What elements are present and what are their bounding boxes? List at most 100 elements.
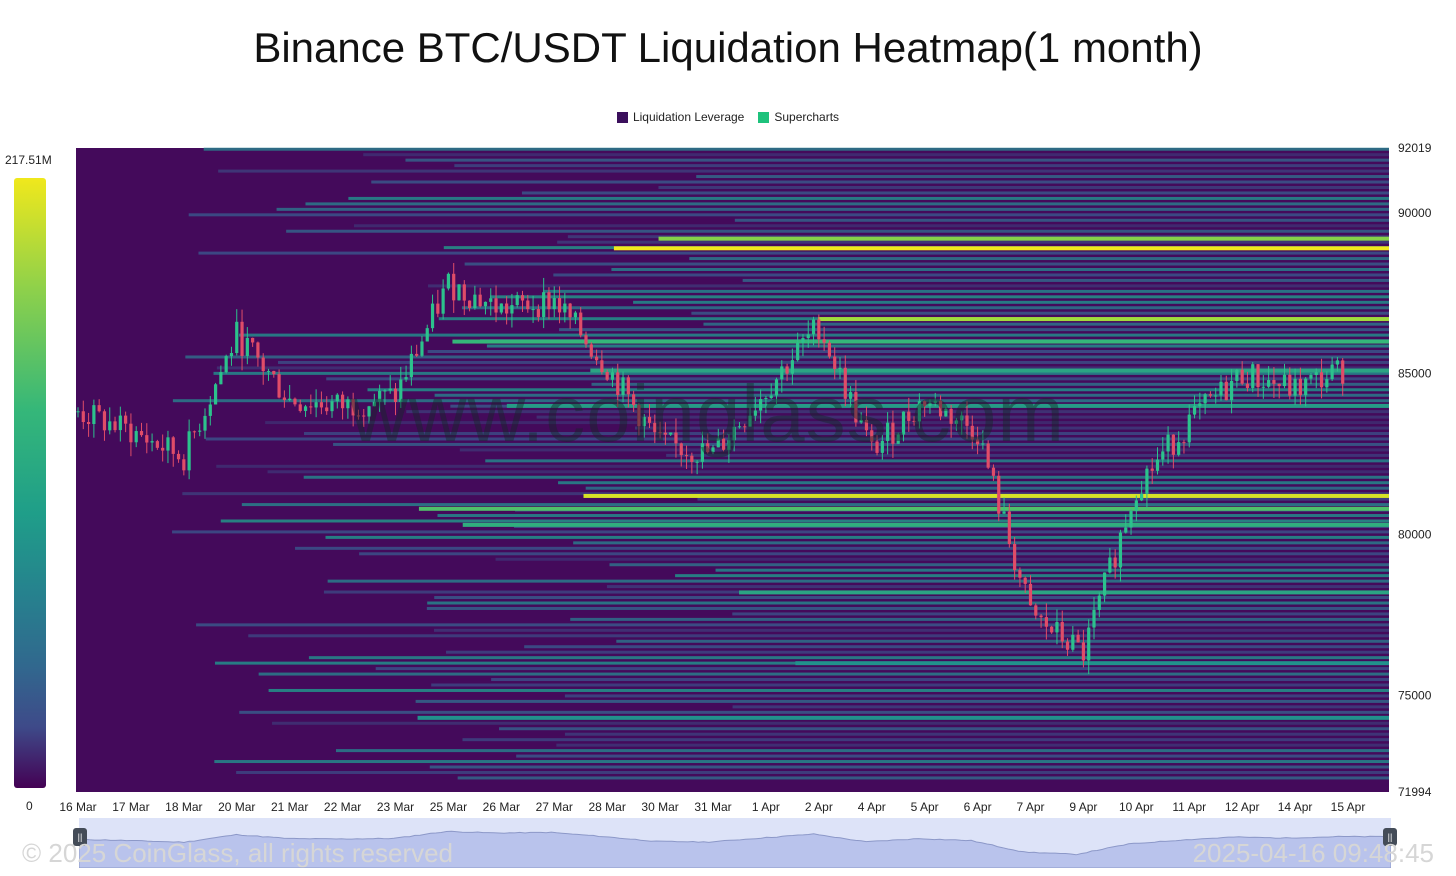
y-tick-label: 75000 [1398, 688, 1432, 702]
candle-body [975, 439, 980, 445]
candle-body [933, 400, 937, 403]
legend-item-supercharts[interactable]: Supercharts [758, 110, 839, 124]
candle-body [642, 416, 646, 427]
candle-body [859, 419, 863, 423]
slider-handle-right[interactable]: || [1383, 828, 1397, 846]
candle-body [690, 455, 694, 462]
colorbar[interactable] [14, 178, 46, 788]
candle-body [923, 401, 927, 406]
heatmap-chart[interactable]: 16 Mar 17 Mar 18 Mar 20 Mar 21 Mar 22 Mar 23 M… [0, 0, 1456, 820]
liquidation-band [633, 300, 1389, 304]
liquidation-band [434, 393, 1389, 397]
x-tick-label: 21 Mar [271, 800, 308, 814]
liquidation-band [609, 563, 1389, 567]
liquidation-band [429, 765, 1390, 769]
candle-body [1166, 434, 1170, 452]
liquidation-band-strong [583, 493, 1389, 498]
candle-body [288, 398, 292, 401]
candle-body [229, 352, 234, 357]
candle-body [1235, 369, 1239, 381]
candle-body [753, 410, 757, 416]
candle-body [674, 432, 678, 444]
candle-body [378, 390, 382, 402]
liquidation-band-strong [462, 522, 1389, 527]
candle-body [711, 447, 715, 453]
liquidation-band [406, 410, 1389, 414]
candle-body [1187, 414, 1191, 443]
candle-body [896, 434, 900, 444]
colorbar-max-label: 217.51M [5, 153, 52, 167]
candle-body [277, 374, 281, 398]
candle-body [542, 292, 546, 318]
liquidation-band [437, 514, 1390, 518]
candle-body [1044, 617, 1048, 627]
candle-body [886, 422, 890, 441]
candle-body [1192, 406, 1197, 415]
liquidation-band [457, 776, 1390, 780]
slider-handle-left[interactable]: || [73, 828, 87, 846]
candle-body [208, 404, 212, 416]
candle-body [415, 353, 419, 356]
legend-swatch-liquidation-leverage [616, 111, 628, 123]
candle-body [960, 415, 964, 421]
candle-body [182, 459, 186, 471]
liquidation-band [405, 158, 1389, 162]
x-tick-label: 7 Apr [1016, 800, 1044, 814]
liquidation-band [697, 497, 1389, 501]
candle-body [97, 405, 101, 412]
candle-body [780, 366, 784, 380]
liquidation-band [434, 596, 1389, 600]
candle-body [1145, 468, 1149, 494]
candle-body [938, 400, 943, 417]
candle-body [161, 447, 165, 451]
candle-body [1007, 511, 1011, 545]
candle-body [700, 443, 705, 462]
liquidation-band [426, 606, 1389, 610]
liquidation-band [427, 601, 1389, 605]
liquidation-band-strong [452, 339, 1390, 344]
liquidation-band [611, 267, 1389, 271]
candle-body [1039, 615, 1043, 618]
liquidation-band [172, 530, 1389, 534]
candle-body [1272, 380, 1276, 384]
candle-body [251, 337, 255, 343]
candle-body [462, 284, 466, 301]
liquidation-band [216, 366, 1389, 370]
liquidation-band [558, 481, 1389, 485]
candle-body [1182, 442, 1186, 444]
candle-body [176, 453, 181, 460]
liquidation-band [265, 421, 1389, 425]
candle-body [557, 298, 562, 313]
candle-body [1102, 572, 1107, 596]
liquidation-band-strong [817, 317, 1389, 322]
liquidation-band [691, 311, 1389, 315]
candle-body [1298, 378, 1302, 396]
liquidation-band [696, 175, 1389, 179]
candle-body [584, 335, 588, 345]
candle-body [1309, 375, 1313, 379]
liquidation-band [459, 448, 1390, 452]
liquidation-band [675, 574, 1389, 578]
candle-body [1314, 372, 1318, 376]
candle-body [1092, 609, 1096, 628]
legend-item-liquidation-leverage[interactable]: Liquidation Leverage [616, 110, 744, 124]
candle-body [954, 420, 959, 424]
candle-body [790, 360, 794, 374]
liquidation-band [557, 240, 1389, 244]
candle-body [118, 415, 122, 431]
candle-body [986, 443, 990, 468]
y-axis-ticks: 92019 90000 85000 80000 75000 71994 [1398, 141, 1432, 799]
range-slider[interactable] [78, 818, 1392, 869]
candle-body [1140, 493, 1144, 501]
liquidation-band [213, 371, 1390, 375]
candle-body [467, 300, 472, 309]
candle-body [1055, 622, 1059, 633]
candle-body [1219, 381, 1223, 396]
candle-body [240, 321, 244, 356]
liquidation-band [461, 306, 1389, 310]
candle-body [822, 339, 826, 343]
liquidation-band [742, 278, 1389, 282]
candle-body [1108, 557, 1112, 573]
candle-body [1097, 595, 1101, 610]
candle-body [155, 441, 159, 448]
